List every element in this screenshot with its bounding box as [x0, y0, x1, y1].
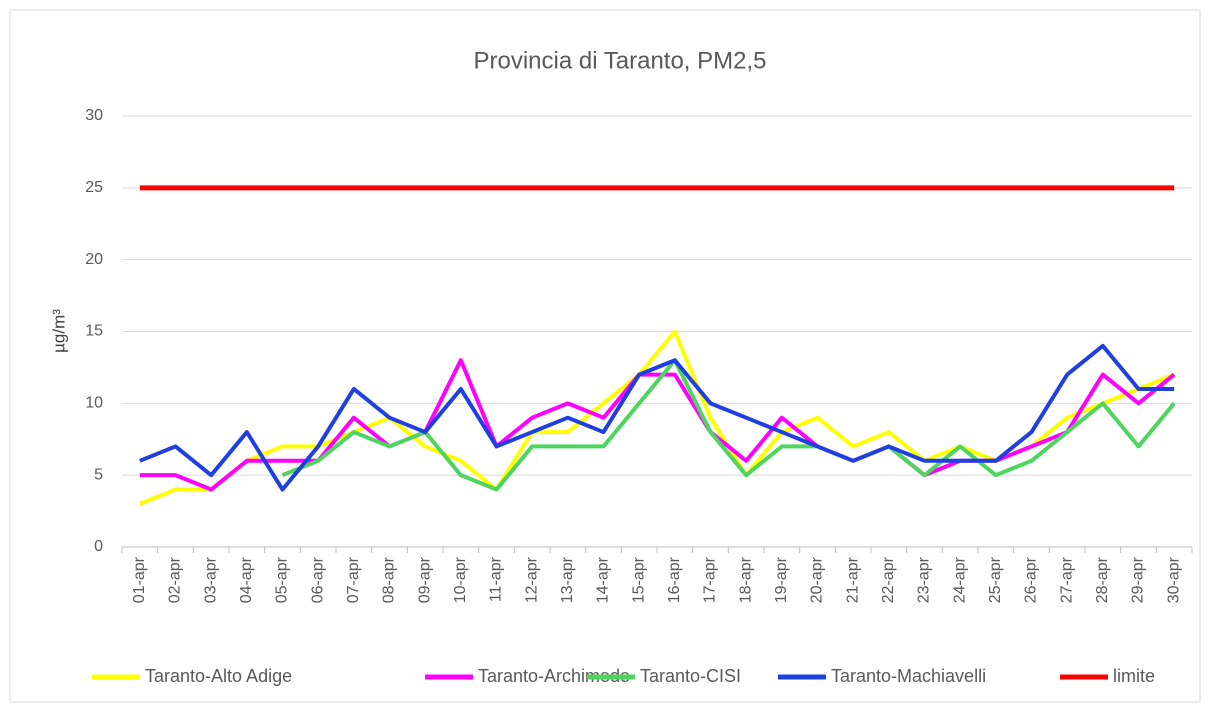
y-tick-label: 10	[85, 395, 103, 412]
y-tick-label: 15	[85, 323, 103, 340]
y-tick-label: 20	[85, 251, 103, 268]
x-tick-label: 14-apr	[595, 556, 612, 603]
x-tick-label: 26-apr	[1023, 556, 1040, 603]
y-tick-label: 0	[94, 538, 103, 555]
x-tick-label: 09-apr	[416, 556, 433, 603]
y-tick-label: 25	[85, 179, 103, 196]
x-tick-label: 25-apr	[987, 556, 1004, 603]
x-tick-label: 12-apr	[523, 556, 540, 603]
x-tick-label: 28-apr	[1094, 556, 1111, 603]
x-tick-label: 29-apr	[1130, 556, 1147, 603]
x-tick-label: 20-apr	[809, 556, 826, 603]
x-tick-label: 21-apr	[844, 556, 861, 603]
x-tick-label: 30-apr	[1165, 556, 1182, 603]
legend-label: limite	[1113, 666, 1155, 686]
legend-label: Taranto-Archimede	[478, 666, 630, 686]
x-tick-label: 01-apr	[131, 556, 148, 603]
y-tick-label: 30	[85, 107, 103, 124]
x-tick-label: 13-apr	[559, 556, 576, 603]
series-line	[281, 358, 1176, 492]
x-tick-label: 08-apr	[381, 556, 398, 603]
y-axis-label: µg/m³	[49, 309, 68, 353]
chart-title: Provincia di Taranto, PM2,5	[473, 47, 766, 74]
y-tick-label: 5	[94, 466, 103, 483]
x-tick-label: 06-apr	[309, 556, 326, 603]
x-tick-label: 27-apr	[1058, 556, 1075, 603]
x-tick-label: 18-apr	[737, 556, 754, 603]
x-tick-label: 17-apr	[702, 556, 719, 603]
x-tick-label: 10-apr	[452, 556, 469, 603]
x-tick-label: 24-apr	[951, 556, 968, 603]
x-tick-label: 15-apr	[630, 556, 647, 603]
x-tick-label: 07-apr	[345, 556, 362, 603]
x-tick-label: 23-apr	[916, 556, 933, 603]
x-tick-label: 02-apr	[167, 556, 184, 603]
x-tick-label: 11-apr	[488, 556, 505, 602]
x-tick-label: 03-apr	[202, 556, 219, 603]
chart-frame	[9, 9, 1201, 703]
x-tick-label: 05-apr	[274, 556, 291, 603]
legend-label: Taranto-Alto Adige	[145, 666, 292, 686]
x-tick-label: 22-apr	[880, 556, 897, 603]
x-tick-label: 16-apr	[666, 556, 683, 603]
legend-label: Taranto-CISI	[640, 666, 741, 686]
x-tick-label: 04-apr	[238, 556, 255, 603]
x-tick-label: 19-apr	[773, 556, 790, 603]
legend-label: Taranto-Machiavelli	[831, 666, 986, 686]
series-line	[139, 343, 1175, 492]
